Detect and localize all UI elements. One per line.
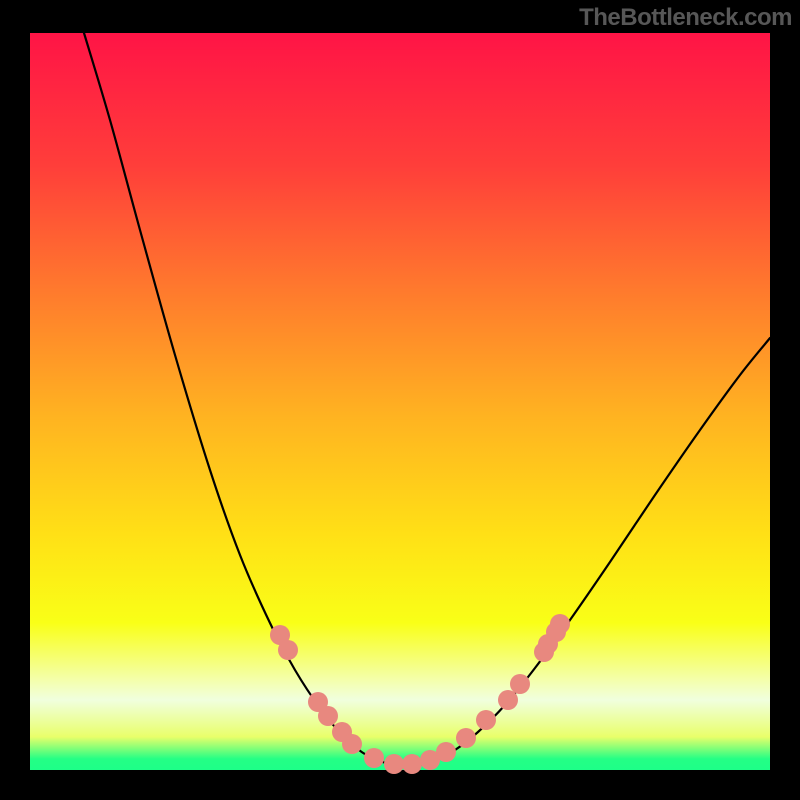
chart-svg xyxy=(0,0,800,800)
curve-marker xyxy=(342,734,362,754)
curve-marker xyxy=(476,710,496,730)
chart-container: TheBottleneck.com xyxy=(0,0,800,800)
curve-marker xyxy=(364,748,384,768)
curve-marker xyxy=(510,674,530,694)
curve-marker xyxy=(550,614,570,634)
curve-marker xyxy=(318,706,338,726)
curve-marker xyxy=(278,640,298,660)
plot-background xyxy=(30,33,770,770)
curve-marker xyxy=(456,728,476,748)
curve-marker xyxy=(384,754,404,774)
watermark-label: TheBottleneck.com xyxy=(579,4,792,32)
curve-marker xyxy=(402,754,422,774)
curve-marker xyxy=(498,690,518,710)
curve-marker xyxy=(436,742,456,762)
